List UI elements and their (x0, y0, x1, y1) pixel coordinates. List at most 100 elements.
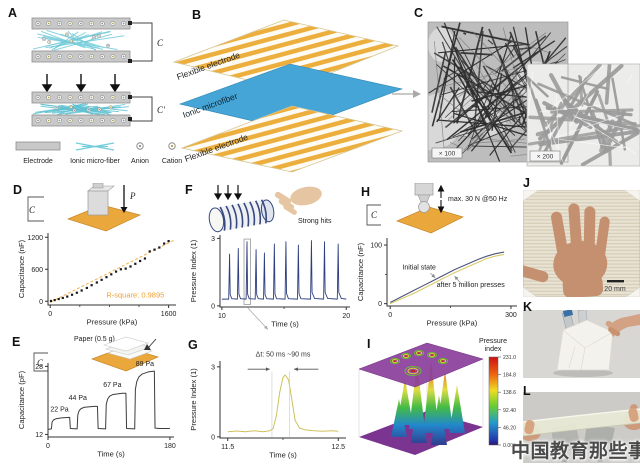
scale-bar-icon (607, 280, 624, 283)
svg-text:Pressure: Pressure (479, 338, 507, 345)
svg-text:Initial state: Initial state (402, 265, 436, 272)
photo-stretched-sensor (523, 392, 640, 463)
svg-text:R-square: 0.9895: R-square: 0.9895 (106, 290, 164, 299)
svg-text:Δt: 50 ms ~90 ms: Δt: 50 ms ~90 ms (256, 351, 311, 358)
svg-text:Pressure Index (1): Pressure Index (1) (189, 368, 198, 431)
capacitor-bracket-icon (33, 352, 48, 372)
panel-h-inset: C max. 30 N @50 Hz (366, 183, 508, 234)
crumpled-sheet (556, 319, 614, 371)
hit-arrow-icons (213, 185, 243, 201)
svg-text:22 Pa: 22 Pa (50, 406, 68, 413)
watermark: 中国教育那些事 (511, 441, 640, 462)
panel-a-schematic: C C' Electro (15, 17, 182, 165)
rolled-sensor-icon (208, 199, 275, 233)
svg-text:138.6: 138.6 (503, 390, 516, 396)
hand-icon (605, 314, 640, 337)
panel-f: F Str (182, 183, 360, 335)
capacitance-symbol: C (37, 358, 44, 368)
press-machine-icon (414, 183, 434, 196)
panel-e: E Paper (0.5 g) C 0 180 12 28 Time (s) Capaci… (6, 333, 184, 463)
svg-text:46.20: 46.20 (503, 425, 516, 431)
pressure-map-3d: Pressure index 231.0 184.8 138.6 92.40 4… (358, 338, 516, 455)
pressure-symbol: P (129, 191, 136, 201)
panel-d: D C P 0 1600 0 600 1200 Pressure (kPa) Capacit… (6, 183, 184, 333)
svg-text:index: index (485, 346, 502, 353)
paper-sheet-icon (103, 336, 149, 352)
magnification-badge-x200: × 200 (529, 150, 561, 162)
oscillation-arrow-icon (437, 184, 445, 214)
chart-capacitance-vs-time: Paper (0.5 g) C 0 180 12 28 Time (s) Capacita… (17, 336, 176, 459)
photo-crumpled-sensor (523, 310, 640, 378)
legend: Electrode Ionic micro-fiber Anion Cation (15, 141, 182, 165)
electrode-swatch-icon (15, 141, 61, 151)
svg-text:89 Pa: 89 Pa (136, 361, 154, 368)
press-arrow-icons (41, 74, 121, 93)
svg-text:3: 3 (211, 236, 215, 243)
svg-text:0: 0 (48, 311, 52, 318)
panel-i: I (343, 333, 531, 463)
svg-text:× 100: × 100 (439, 151, 456, 158)
panel-k: K (523, 300, 640, 378)
panel-k-label: K (523, 300, 533, 314)
transparent-film (523, 409, 640, 436)
svg-text:28: 28 (35, 364, 43, 371)
svg-text:184.8: 184.8 (503, 373, 516, 379)
svg-text:Pressure (kPa): Pressure (kPa) (87, 318, 138, 327)
svg-text:600: 600 (31, 267, 43, 274)
svg-text:Time (s): Time (s) (269, 451, 297, 460)
svg-text:0: 0 (211, 434, 215, 441)
svg-text:Capacitance (nF): Capacitance (nF) (17, 239, 26, 298)
svg-text:Time (s): Time (s) (97, 450, 125, 459)
capacitor-bracket-icon (130, 96, 153, 122)
svg-text:10: 10 (218, 313, 226, 320)
crease-lines (562, 329, 614, 371)
sem-image-x200 (527, 64, 640, 166)
svg-text:0: 0 (378, 301, 382, 308)
legend-electrode: Electrode (23, 158, 53, 165)
capacitance-symbol: C (29, 205, 36, 215)
capacitance-symbol: C (157, 38, 164, 48)
chart-durability: C max. 30 N @50 Hz 0 300 0 100 Pressure (kPa… (356, 183, 517, 328)
capacitor-bracket-icon (130, 22, 153, 62)
b-to-c-arrow-icon (392, 90, 421, 98)
photo-hand-on-sensor: 20 mm (523, 190, 640, 297)
legend-fiber: Ionic micro-fiber (70, 158, 120, 165)
panel-l-label: L (523, 384, 531, 398)
sheet-corner-clips (523, 190, 640, 297)
svg-text:after 5 million presses: after 5 million presses (437, 282, 506, 289)
svg-text:1600: 1600 (161, 311, 177, 318)
svg-text:231.0: 231.0 (503, 355, 516, 361)
panel-c-label: C (414, 6, 424, 20)
capacitor-bracket-icon (27, 196, 44, 222)
ionic-fiber-mesh-pressed (33, 103, 129, 115)
svg-text:Pressure Index (1): Pressure Index (1) (189, 239, 198, 302)
svg-text:0: 0 (211, 303, 215, 310)
panel-b: B Flexible electrode Ionic microfiber Fl… (156, 2, 406, 174)
chart-response-time-peak: 11.5 12.5 0 3 Time (s) Pressure Index (1) Δt: … (189, 351, 346, 460)
hand-icon (523, 203, 610, 297)
svg-text:180: 180 (164, 443, 176, 450)
legend-anion: Anion (131, 158, 149, 165)
scale-bar-label: 20 mm (604, 286, 626, 293)
svg-text:12: 12 (35, 432, 43, 439)
weight-icon (87, 190, 109, 216)
flexible-electrode-bottom-layer (180, 105, 404, 173)
shadow (553, 369, 613, 377)
magnification-badge-x100: × 100 (431, 147, 463, 159)
panel-h: H C max. 30 N @50 Hz 0 300 0 100 Pressure (k… (355, 183, 523, 333)
panel-e-inset: Paper (0.5 g) C (33, 336, 160, 372)
chart-capacitance-vs-pressure: C P 0 1600 0 600 1200 Pressure (kPa) Capacitan… (17, 183, 177, 327)
svg-text:0: 0 (388, 312, 392, 319)
svg-text:300: 300 (505, 312, 517, 319)
capacitance-symbol: C (371, 210, 378, 220)
drop-arrow-icon (144, 344, 151, 350)
svg-text:3: 3 (211, 364, 215, 371)
pressure-peaks (391, 361, 465, 445)
svg-text:× 200: × 200 (537, 154, 554, 161)
panel-j: J (523, 176, 640, 297)
panel-b-label: B (192, 8, 202, 22)
panel-h-label: H (361, 185, 371, 199)
panel-l: L (523, 384, 640, 463)
panel-a-label: A (8, 6, 18, 20)
